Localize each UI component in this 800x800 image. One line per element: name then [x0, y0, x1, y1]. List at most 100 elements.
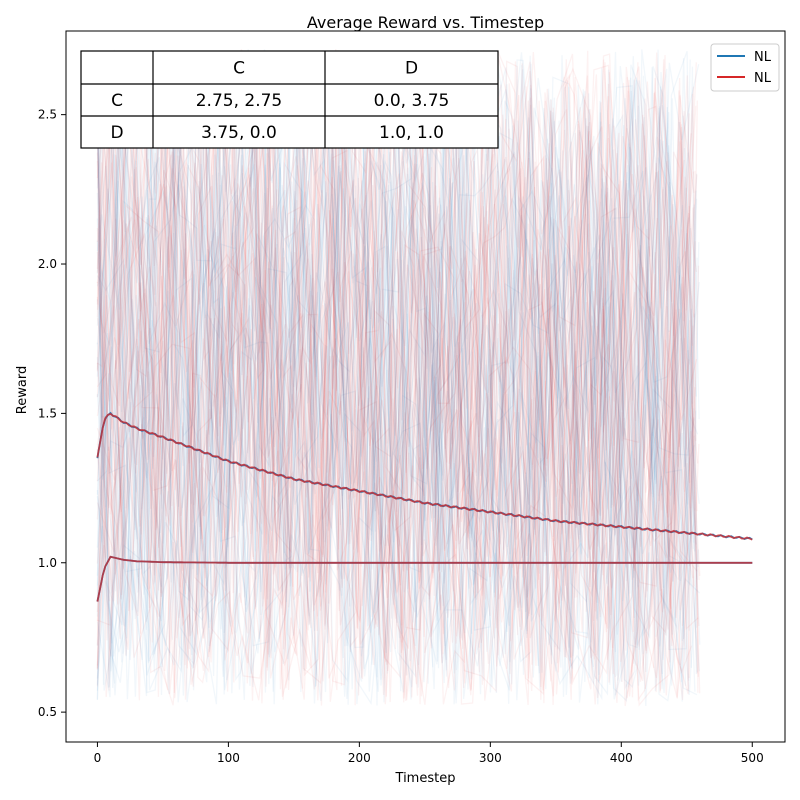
background-trace — [96, 49, 698, 695]
background-trace — [96, 54, 685, 703]
background-trace — [96, 64, 685, 690]
background-trace — [96, 59, 695, 697]
background-trace — [96, 56, 698, 705]
background-trace — [96, 82, 696, 700]
background-trace — [96, 55, 699, 706]
background-trace — [96, 51, 696, 700]
y-tick-label: 0.5 — [38, 705, 57, 719]
background-trace — [96, 71, 690, 681]
background-trace — [96, 72, 698, 692]
background-trace — [96, 53, 697, 698]
background-trace — [96, 50, 696, 706]
background-trace — [96, 63, 695, 668]
background-trace — [96, 57, 697, 697]
background-trace — [97, 50, 701, 684]
background-trace — [96, 68, 697, 705]
background-trace — [96, 56, 697, 697]
background-trace — [96, 56, 690, 696]
background-trace — [96, 58, 689, 695]
background-trace — [96, 53, 685, 701]
background-trace — [96, 58, 699, 706]
background-trace — [96, 68, 698, 704]
background-trace — [96, 66, 688, 686]
x-tick-label: 500 — [741, 751, 764, 765]
legend-label-red: NL — [754, 71, 772, 86]
background-trace — [96, 92, 701, 702]
background-trace — [96, 68, 700, 701]
background-trace — [96, 56, 700, 696]
mean-line-lower — [96, 555, 753, 602]
x-axis-label: Timestep — [395, 771, 456, 786]
background-trace — [96, 49, 695, 700]
background-trace — [96, 52, 695, 701]
background-trace — [96, 64, 694, 679]
y-axis-ticks: 0.5 1.0 1.5 2.0 2.5 — [38, 108, 66, 719]
x-tick-label: 300 — [479, 751, 502, 765]
background-trace — [96, 56, 692, 688]
background-trace — [96, 51, 687, 690]
background-trace — [96, 53, 693, 701]
background-trace — [96, 70, 695, 687]
background-trace — [96, 60, 699, 705]
background-trace — [96, 63, 697, 701]
background-trace — [96, 56, 694, 702]
background-trace — [96, 61, 701, 707]
background-trace — [96, 49, 692, 705]
payoff-table-frame — [80, 50, 499, 149]
background-trace — [96, 53, 700, 706]
background-trace — [96, 49, 698, 696]
background-trace — [96, 54, 689, 692]
background-trace — [96, 59, 694, 705]
background-trace — [96, 53, 698, 702]
background-trace — [96, 52, 687, 705]
y-tick-label: 1.0 — [38, 556, 57, 570]
x-tick-label: 100 — [217, 751, 240, 765]
background-trace — [96, 49, 695, 704]
payoff-header-cell: C — [233, 59, 245, 79]
x-tick-label: 400 — [610, 751, 633, 765]
x-axis-ticks: 0 100 200 300 400 500 — [94, 742, 764, 765]
plot-frame — [65, 30, 786, 743]
background-trace — [96, 59, 700, 703]
background-trace — [96, 62, 696, 707]
background-trace — [96, 69, 698, 699]
background-trace — [96, 64, 700, 696]
background-trace — [96, 55, 695, 700]
background-trace — [97, 63, 695, 698]
background-trace — [96, 91, 690, 688]
background-trace — [96, 63, 693, 697]
background-trace — [96, 62, 697, 695]
chart-title: Average Reward vs. Timestep — [307, 13, 544, 32]
background-trace — [96, 56, 694, 705]
payoff-cell: 2.75, 2.75 — [196, 91, 283, 111]
y-tick-label: 1.5 — [38, 406, 57, 420]
y-axis-label: Reward — [15, 366, 30, 414]
background-trace — [96, 74, 694, 701]
legend: NL NL — [710, 43, 780, 92]
background-trace — [96, 62, 689, 701]
payoff-row-label: D — [110, 123, 123, 143]
background-trace — [96, 49, 695, 698]
x-tick-label: 200 — [348, 751, 371, 765]
background-trace — [96, 54, 690, 693]
background-trace — [96, 60, 690, 696]
background-trace — [96, 64, 697, 652]
payoff-cell: 3.75, 0.0 — [201, 123, 277, 143]
mean-lines — [96, 411, 753, 602]
payoff-row-label: C — [111, 91, 123, 111]
background-trace — [96, 72, 698, 705]
background-trace — [96, 54, 700, 705]
y-tick-label: 2.5 — [38, 108, 57, 122]
legend-label-blue: NL — [754, 50, 772, 65]
payoff-header-cell: D — [405, 59, 418, 79]
x-tick-label: 0 — [94, 751, 102, 765]
background-trace — [96, 52, 700, 704]
payoff-cell: 1.0, 1.0 — [379, 123, 444, 143]
payoff-table: C DC 2.75, 2.75 0.0, 3.75D 3.75, 0.0 1.0, 1.0 — [80, 50, 499, 149]
background-trace — [96, 50, 698, 700]
background-trace — [96, 51, 695, 697]
background-trace — [96, 62, 698, 682]
background-trace — [96, 58, 693, 707]
y-tick-label: 2.0 — [38, 257, 57, 271]
